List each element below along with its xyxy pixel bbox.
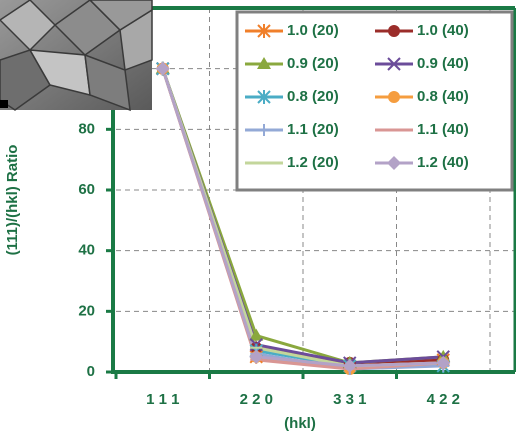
x-axis-title: (hkl) bbox=[284, 415, 316, 432]
marker-shape bbox=[155, 61, 170, 76]
y-tick-label: 40 bbox=[78, 242, 95, 259]
marker-shape bbox=[249, 349, 264, 364]
legend-label: 0.9 (40) bbox=[417, 55, 469, 72]
marker bbox=[342, 358, 357, 373]
marker-shape bbox=[387, 156, 401, 170]
legend-label: 1.2 (40) bbox=[417, 154, 469, 171]
marker bbox=[249, 349, 264, 364]
legend-box bbox=[235, 10, 514, 192]
inset-image bbox=[0, 0, 153, 112]
marker bbox=[387, 57, 401, 71]
x-tick-label: 4 2 2 bbox=[427, 391, 460, 408]
x-tick-label: 3 3 1 bbox=[333, 391, 366, 408]
y-tick-label: 60 bbox=[78, 181, 95, 198]
marker-shape bbox=[249, 328, 264, 341]
marker-shape bbox=[388, 25, 400, 37]
y-tick-label: 0 bbox=[87, 363, 95, 380]
legend-label: 1.2 (20) bbox=[287, 154, 339, 171]
x-tick-label: 1 1 1 bbox=[146, 391, 179, 408]
marker-shape bbox=[388, 91, 400, 103]
image-facet bbox=[0, 49, 51, 111]
marker-stroke bbox=[387, 57, 401, 71]
marker-shape bbox=[342, 358, 357, 373]
scale-bar bbox=[0, 100, 8, 108]
image-facet bbox=[88, 0, 153, 31]
x-tick-label: 2 2 0 bbox=[240, 391, 273, 408]
legend-label: 1.1 (40) bbox=[417, 121, 469, 138]
legend-label: 0.8 (40) bbox=[417, 88, 469, 105]
marker-shape bbox=[257, 57, 271, 69]
marker bbox=[257, 90, 271, 104]
y-axis-title: (111)/(hkl) Ratio bbox=[4, 145, 21, 256]
legend-label: 1.0 (40) bbox=[417, 22, 469, 39]
marker bbox=[155, 61, 170, 76]
marker bbox=[257, 57, 271, 69]
marker bbox=[388, 91, 400, 103]
legend-label: 1.0 (20) bbox=[287, 22, 339, 39]
marker bbox=[387, 156, 401, 170]
legend-label: 1.1 (20) bbox=[287, 121, 339, 138]
marker bbox=[249, 328, 264, 341]
marker bbox=[257, 24, 271, 38]
y-tick-label: 20 bbox=[78, 302, 95, 319]
legend-label: 0.9 (20) bbox=[287, 55, 339, 72]
marker-shape bbox=[436, 355, 451, 370]
y-tick-label: 80 bbox=[78, 120, 95, 137]
marker bbox=[258, 124, 270, 136]
series-line bbox=[161, 68, 444, 368]
marker bbox=[388, 25, 400, 37]
image-facet bbox=[84, 53, 131, 112]
marker bbox=[436, 355, 451, 370]
legend-label: 0.8 (20) bbox=[287, 88, 339, 105]
